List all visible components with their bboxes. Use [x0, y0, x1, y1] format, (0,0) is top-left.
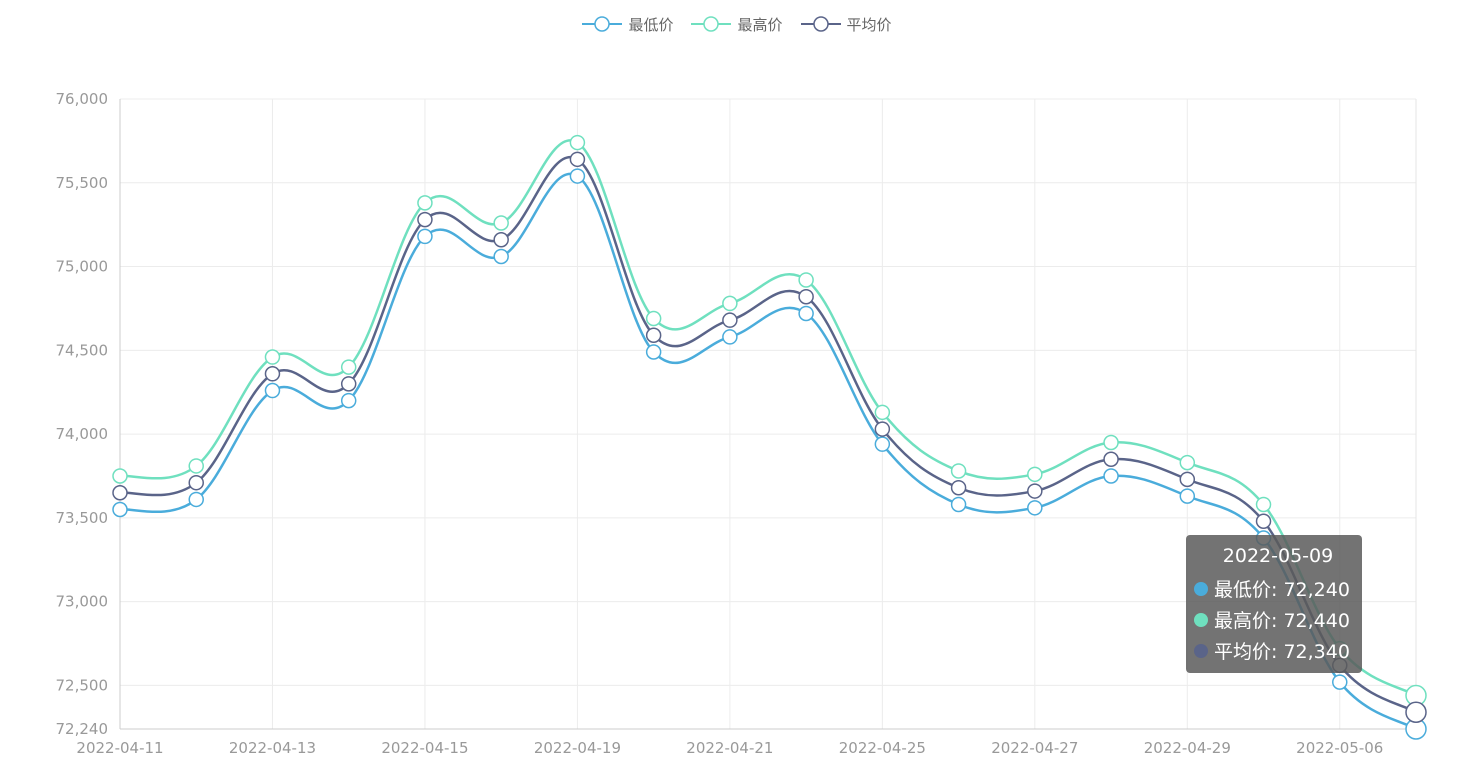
y-tick-label: 73,000	[56, 593, 109, 611]
x-tick-label: 2022-04-15	[381, 739, 468, 757]
series-point-2	[1103, 451, 1119, 467]
x-tick-label: 2022-04-19	[534, 739, 621, 757]
x-tick-label: 2022-04-21	[686, 739, 773, 757]
series-point-1	[112, 468, 128, 484]
y-tick-label: 76,000	[56, 90, 109, 108]
series-point-0	[1027, 500, 1043, 516]
series-point-0	[1103, 468, 1119, 484]
series-point-0	[569, 168, 586, 184]
series-point-2	[493, 231, 509, 248]
chart-tooltip: 2022-05-09 最低价: 72,240 最高价: 72,440 平均价: …	[1186, 535, 1362, 673]
series-point-2	[340, 376, 357, 392]
series-point-1	[188, 458, 204, 474]
series-point-0	[340, 392, 357, 409]
series-point-0	[1179, 488, 1196, 504]
series-point-1	[340, 359, 357, 375]
tooltip-label-avg: 平均价: 72,340	[1214, 641, 1350, 663]
series-point-1	[1103, 434, 1119, 451]
series-point-0	[1332, 674, 1348, 690]
series-point-2	[417, 211, 433, 228]
series-point-1	[722, 295, 738, 312]
series-point-2	[1179, 471, 1196, 488]
series-point-1	[1255, 496, 1272, 513]
y-tick-label: 72,500	[56, 676, 109, 694]
legend-item-low[interactable]: 最低价	[582, 12, 673, 36]
legend-item-high[interactable]: 最高价	[691, 12, 783, 36]
x-tick-label: 2022-04-25	[839, 739, 926, 757]
legend-item-avg[interactable]: 平均价	[800, 12, 892, 36]
tooltip-title: 2022-05-09	[1222, 545, 1334, 567]
series-point-0	[188, 491, 204, 508]
series-point-1	[264, 349, 281, 365]
series-point-2	[645, 327, 662, 343]
tooltip-row-high: 最高价: 72,440	[1194, 604, 1362, 635]
tooltip-dot-high-icon	[1194, 612, 1208, 627]
legend-swatch-high-icon	[691, 16, 732, 32]
legend-label-avg: 平均价	[846, 15, 892, 34]
y-tick-label: 74,000	[56, 425, 109, 443]
series-point-1	[874, 404, 891, 421]
x-tick-label: 2022-04-29	[1144, 739, 1231, 757]
tooltip-dot-low-icon	[1194, 581, 1208, 596]
x-tick-label: 2022-04-13	[229, 739, 316, 757]
series-point-2	[1255, 513, 1272, 529]
y-tick-label: 75,000	[56, 258, 109, 276]
series-point-1	[1179, 454, 1196, 471]
x-tick-label: 2022-04-27	[991, 739, 1078, 757]
tooltip-label-low: 最低价: 72,240	[1214, 579, 1350, 601]
series-point-2	[722, 312, 738, 328]
series-point-1	[950, 463, 967, 479]
series-point-0	[112, 501, 128, 518]
series-point-1	[1027, 466, 1043, 483]
series-point-2	[112, 485, 128, 501]
y-tick-label: 74,500	[56, 341, 109, 359]
legend-label-high: 最高价	[737, 15, 783, 34]
tooltip-row-low: 最低价: 72,240	[1194, 573, 1362, 604]
x-tick-label: 2022-04-11	[76, 739, 163, 757]
series-point-0	[874, 436, 891, 452]
legend-label-low: 最低价	[628, 15, 674, 34]
y-tick-label: 72,240	[56, 720, 109, 738]
tooltip-label-high: 最高价: 72,440	[1214, 610, 1350, 632]
series-point-1	[798, 272, 814, 288]
series-point-0	[493, 248, 509, 265]
legend-swatch-avg-icon	[800, 16, 841, 32]
tooltip-dot-avg-icon	[1194, 643, 1208, 658]
y-tick-label: 75,500	[56, 174, 109, 192]
series-point-1	[493, 215, 509, 231]
series-point-2	[798, 288, 814, 305]
series-point-0	[722, 329, 738, 345]
series-point-0	[264, 382, 281, 399]
series-point-1	[645, 310, 662, 327]
series-point-2	[1405, 701, 1427, 723]
series-point-0	[645, 344, 662, 360]
series-point-0	[950, 496, 967, 513]
x-tick-label: 2022-05-06	[1296, 739, 1383, 757]
series-point-2	[264, 366, 281, 382]
series-point-2	[950, 479, 967, 496]
series-point-1	[417, 195, 433, 211]
series-point-0	[798, 305, 814, 322]
series-point-2	[874, 421, 891, 437]
series-point-2	[569, 151, 586, 168]
series-point-2	[188, 474, 204, 491]
legend: 最低价 最高价 平均价	[0, 12, 1474, 36]
series-point-2	[1027, 483, 1043, 499]
tooltip-row-avg: 平均价: 72,340	[1194, 635, 1362, 666]
series-point-1	[569, 134, 586, 151]
legend-swatch-low-icon	[582, 16, 623, 32]
series-point-0	[417, 228, 433, 245]
y-tick-label: 73,500	[56, 509, 109, 527]
